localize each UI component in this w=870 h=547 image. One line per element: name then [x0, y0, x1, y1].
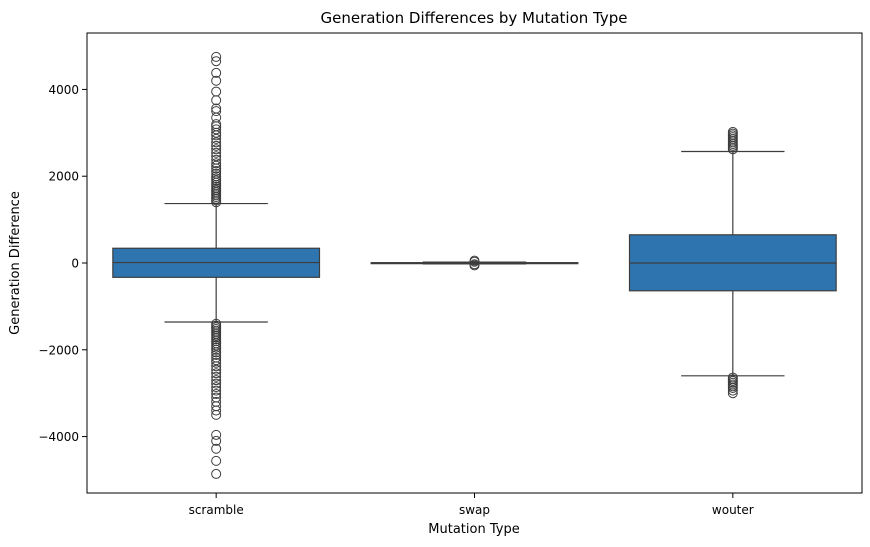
outlier-point — [211, 158, 222, 169]
outlier-point — [211, 378, 222, 389]
outlier-point — [211, 166, 222, 176]
outlier-point — [211, 361, 222, 372]
outlier-point — [211, 409, 222, 420]
outlier-point — [211, 357, 222, 368]
outlier-point — [211, 435, 222, 446]
outlier-point — [211, 106, 222, 117]
outlier-point — [211, 140, 222, 151]
outlier-point — [211, 56, 222, 67]
outlier-point — [211, 86, 222, 97]
y-tick-label: −4000 — [38, 430, 79, 444]
outlier-point — [211, 405, 222, 416]
outlier-point — [211, 137, 222, 148]
chart-title: Generation Differences by Mutation Type — [320, 9, 627, 27]
y-tick-label: 2000 — [48, 170, 79, 184]
outlier-point — [211, 124, 222, 135]
outlier-point — [211, 133, 222, 144]
outlier-point — [211, 355, 222, 366]
y-tick-label: −2000 — [38, 343, 79, 357]
outlier-point — [469, 260, 480, 271]
x-tick-label: swap — [459, 503, 490, 517]
outlier-point — [211, 385, 222, 396]
x-axis-label: Mutation Type — [428, 522, 519, 537]
outlier-point — [211, 375, 222, 386]
y-tick-label: 0 — [71, 257, 79, 271]
outlier-point — [211, 455, 222, 466]
axis-ticks: scramble swap wouter −4000 −2000 0 2000 4000 — [38, 83, 753, 517]
outlier-point — [211, 364, 222, 375]
outlier-point — [211, 368, 222, 379]
outlier-point — [727, 385, 738, 396]
y-tick-label: 4000 — [48, 83, 79, 97]
outlier-point — [211, 103, 222, 114]
plot-area — [112, 51, 837, 479]
outlier-point — [211, 119, 222, 130]
box-group-scramble — [112, 51, 321, 479]
outlier-point — [211, 429, 222, 440]
outlier-point — [211, 151, 222, 162]
outlier-point — [211, 350, 222, 360]
box-group-swap — [370, 255, 579, 271]
y-axis-label: Generation Difference — [8, 191, 23, 335]
outlier-point — [727, 388, 738, 399]
outlier-point — [211, 371, 222, 382]
outlier-point — [727, 382, 738, 393]
outlier-point — [211, 154, 222, 165]
outlier-point — [211, 347, 222, 358]
outlier-point — [211, 382, 222, 393]
outlier-point — [211, 75, 222, 86]
outlier-point — [211, 468, 222, 479]
x-tick-label: wouter — [712, 503, 754, 517]
outlier-point — [211, 51, 222, 62]
outlier-point — [727, 126, 738, 137]
outlier-point — [211, 160, 222, 171]
outlier-point — [211, 144, 222, 155]
x-tick-label: scramble — [189, 503, 244, 517]
outlier-point — [211, 443, 222, 454]
outlier-point — [211, 171, 222, 182]
outlier-point — [211, 147, 222, 158]
outlier-point — [211, 67, 222, 78]
outlier-point — [211, 389, 222, 400]
outlier-point — [211, 168, 222, 179]
box-group-wouter — [628, 126, 837, 399]
outlier-point — [211, 344, 222, 355]
outlier-point — [469, 255, 480, 266]
